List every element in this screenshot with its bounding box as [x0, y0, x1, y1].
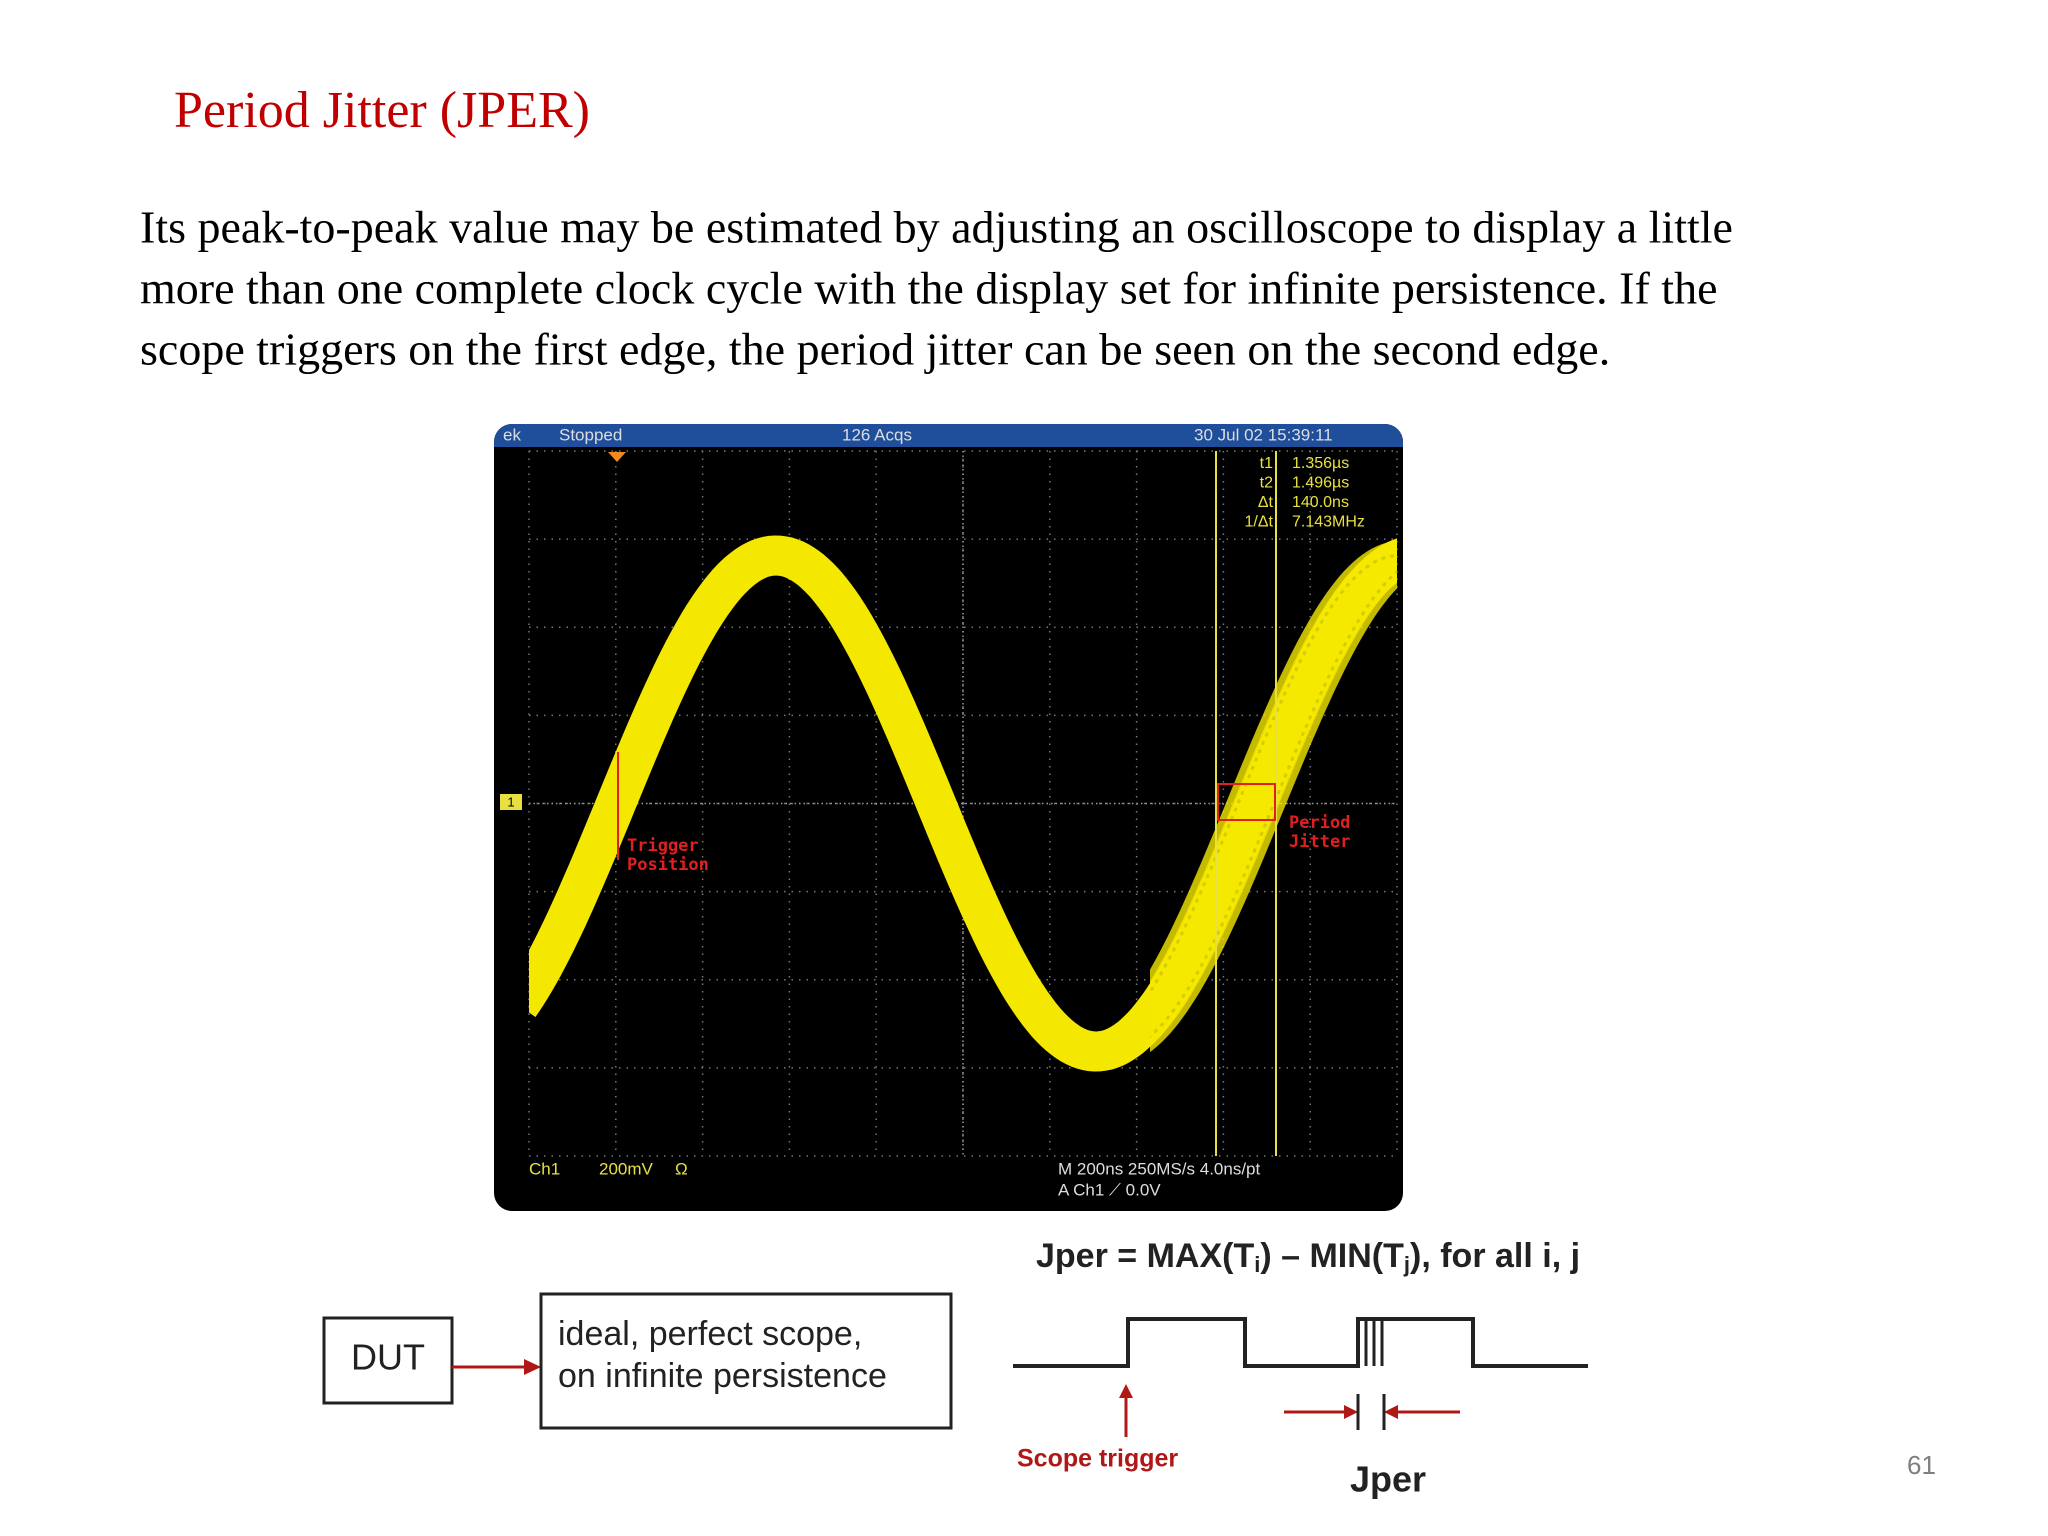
jitter-box — [1217, 783, 1276, 821]
measurement-label: 1/Δt — [1245, 514, 1274, 531]
scope-box-line: ideal, perfect scope, — [558, 1315, 862, 1353]
jper-label: Jper — [1350, 1459, 1426, 1500]
scope-trigger-setting: A Ch1 ⟋ 0.0V — [1058, 1180, 1161, 1199]
formula-subscript: i — [1254, 1252, 1260, 1277]
scope-acqs: 126 Acqs — [842, 425, 912, 444]
arrowhead — [1119, 1384, 1133, 1398]
channel-marker-box — [500, 794, 522, 810]
clock-waveform — [1013, 1317, 1588, 1368]
measurement-label: Δt — [1258, 494, 1274, 511]
scope-scale: 200mV — [599, 1159, 654, 1178]
jitter-annotation: Jitter — [1289, 832, 1350, 852]
scope-box-line: on infinite persistence — [558, 1357, 887, 1395]
measurement-value: 1.356µs — [1292, 455, 1349, 472]
body-line: more than one complete clock cycle with … — [140, 263, 1718, 314]
formula: Jper = MAX(Ti) – MIN(Tj), for all i, j — [1036, 1237, 1580, 1277]
arrowhead — [524, 1359, 541, 1375]
scope-trigger-label: Scope trigger — [1017, 1445, 1178, 1473]
formula-part: Jper = MAX(T — [1036, 1237, 1254, 1275]
measurement-value: 7.143MHz — [1292, 514, 1365, 531]
measurement-value: 140.0ns — [1292, 494, 1349, 511]
trace-jitter — [1150, 540, 1397, 1053]
arrowhead — [1344, 1405, 1358, 1419]
scope-timebase: M 200ns 250MS/s 4.0ns/pt — [1058, 1159, 1261, 1178]
trigger-annotation: Trigger — [627, 836, 699, 856]
page-number: 61 — [1907, 1450, 1936, 1480]
measurement-label: t1 — [1260, 455, 1273, 472]
trace-jitter-line — [1150, 550, 1397, 1053]
scope-coupling: Ω — [675, 1159, 688, 1178]
jitter-annotation: Period — [1289, 813, 1350, 833]
measurement-value: 1.496µs — [1292, 475, 1349, 492]
scope-channel: Ch1 — [529, 1159, 560, 1178]
trace-jitter-edge — [1150, 554, 1397, 995]
channel-marker: 1 — [507, 794, 514, 809]
formula-part: ) – MIN(T — [1260, 1237, 1404, 1275]
measurements: t1 1.356µs t2 1.496µs Δt 140.0ns 1/Δt 7.143MHz — [1245, 455, 1365, 531]
dut-box — [322, 1316, 454, 1405]
scope-timestamp: 30 Jul 02 15:39:11 — [1194, 425, 1333, 444]
scope-grid — [528, 450, 1398, 1157]
scope-box — [539, 1292, 953, 1430]
scope-trace — [529, 535, 1397, 1072]
formula-part: ), for all i, j — [1410, 1237, 1580, 1275]
formula-subscript: j — [1403, 1252, 1410, 1277]
body-line: scope triggers on the first edge, the pe… — [140, 324, 1610, 375]
scope-brand: ek — [503, 425, 521, 444]
trigger-annotation: Position — [627, 855, 709, 875]
slide-title: Period Jitter (JPER) — [174, 82, 590, 139]
oscilloscope-image: 1 ek Stopped 126 Acqs 30 Jul 02 15:39:11… — [494, 424, 1403, 1211]
body-line: Its peak-to-peak value may be estimated … — [140, 202, 1733, 253]
scope-header-bar — [494, 424, 1403, 447]
trigger-marker — [608, 452, 626, 462]
scope-status: Stopped — [559, 425, 622, 444]
dut-label: DUT — [351, 1337, 425, 1378]
arrowhead — [1384, 1405, 1398, 1419]
measurement-label: t2 — [1260, 475, 1273, 492]
